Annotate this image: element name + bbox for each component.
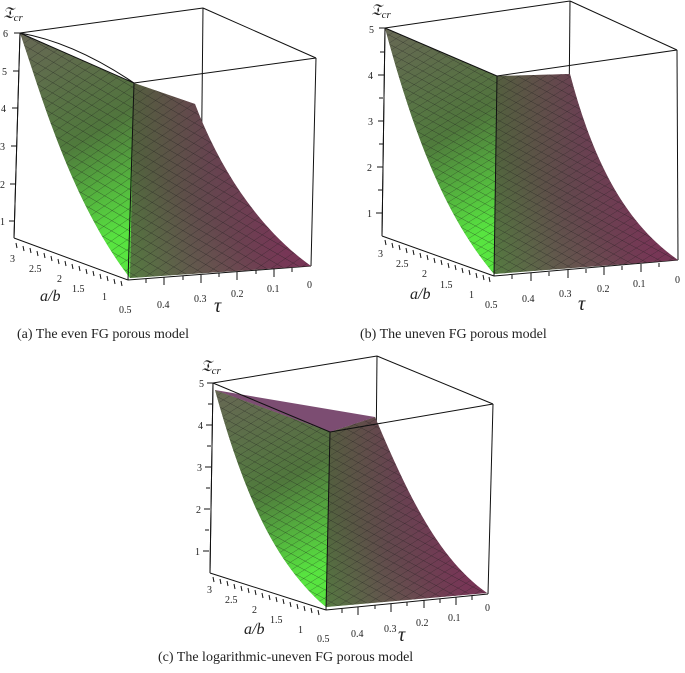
svg-text:3: 3 (0, 142, 5, 153)
svg-text:0.5: 0.5 (485, 300, 498, 311)
svg-text:0.5: 0.5 (317, 634, 330, 645)
panel-b-x-axis-ticks (384, 239, 491, 283)
svg-text:0.3: 0.3 (384, 624, 397, 635)
panel-b-box-front (384, 27, 678, 277)
panel-b-z-ticks: 5 4 3 2 1 (367, 25, 374, 220)
svg-text:0.4: 0.4 (157, 300, 170, 311)
svg-text:2: 2 (252, 605, 257, 616)
panel-a-x-ticks: 3 2.5 2 1.5 1 (10, 254, 107, 303)
panel-b-y-axis-ticks (511, 263, 660, 281)
svg-text:2: 2 (422, 269, 427, 280)
panel-b-y-label: τ (578, 293, 586, 315)
svg-text:1: 1 (0, 217, 5, 228)
panel-a-x-label: a/b (40, 288, 60, 305)
panel-b-x-label: a/b (410, 286, 430, 303)
svg-text:3: 3 (368, 117, 373, 128)
panel-a-y-label: τ (214, 295, 222, 317)
svg-text:1.5: 1.5 (270, 615, 283, 626)
svg-text:1: 1 (102, 292, 107, 303)
panel-a-y-axis-ticks (145, 268, 293, 285)
svg-text:0.1: 0.1 (448, 613, 461, 624)
panel-a-z-label: 𝔗cr (3, 5, 23, 24)
svg-text:3: 3 (10, 254, 15, 265)
panel-c-y-label: τ (398, 624, 406, 646)
svg-text:2: 2 (57, 274, 62, 285)
panel-b-x-ticks: 3 2.5 2 1.5 1 (378, 249, 474, 301)
svg-text:4: 4 (1, 104, 6, 115)
svg-text:1: 1 (469, 290, 474, 301)
svg-text:2.5: 2.5 (396, 259, 409, 270)
svg-text:3: 3 (197, 463, 202, 474)
svg-text:5: 5 (2, 67, 7, 78)
svg-text:1: 1 (298, 625, 303, 636)
svg-text:0.4: 0.4 (351, 629, 364, 640)
svg-text:0: 0 (675, 275, 680, 286)
svg-text:1.5: 1.5 (72, 284, 85, 295)
panel-c-x-axis-ticks (212, 576, 320, 616)
svg-text:0.2: 0.2 (416, 618, 429, 629)
panel-a-z-axis (9, 32, 21, 239)
svg-text:2: 2 (0, 180, 5, 191)
svg-text:0.1: 0.1 (633, 279, 646, 290)
svg-text:6: 6 (3, 29, 8, 40)
panel-c-box-front (212, 382, 494, 611)
svg-text:3: 3 (378, 249, 383, 260)
panel-b-z-label: 𝔗cr (371, 2, 391, 21)
svg-text:2.5: 2.5 (225, 595, 238, 606)
svg-text:0.3: 0.3 (194, 294, 207, 305)
caption-c: (c) The logarithmic-uneven FG porous mod… (158, 650, 414, 665)
panel-c-x-ticks: 3 2.5 2 1.5 1 (207, 585, 303, 636)
svg-text:0.5: 0.5 (119, 305, 132, 316)
panel-a-surface (19, 32, 311, 278)
caption-b: (b) The uneven FG porous model (360, 327, 547, 342)
panel-a-z-ticks: 6 5 4 3 2 1 (0, 29, 8, 228)
caption-a: (a) The even FG porous model (17, 327, 189, 342)
svg-text:4: 4 (198, 421, 203, 432)
panel-a-box-front (19, 32, 317, 281)
svg-text:0: 0 (485, 603, 490, 614)
svg-text:1.5: 1.5 (440, 280, 453, 291)
panel-c-z-ticks: 5 4 3 2 1 (195, 379, 204, 558)
svg-text:2.5: 2.5 (29, 264, 42, 275)
svg-text:0.4: 0.4 (522, 294, 535, 305)
panel-b-surface (385, 28, 678, 274)
svg-text:5: 5 (369, 25, 374, 36)
svg-text:0.2: 0.2 (231, 289, 244, 300)
svg-text:1: 1 (195, 547, 200, 558)
panel-c-y-ticks: 0.5 0.4 0.3 0.2 0.1 0 (317, 603, 490, 645)
panel-c-x-label: a/b (244, 621, 264, 638)
panel-c-logarithmic-uneven-model: 5 4 3 2 1 𝔗cr 3 2.5 2 1.5 1 a/b 0.5 0.4 0.3 (195, 355, 494, 646)
panel-c-z-axis (203, 382, 214, 574)
panel-c-z-label: 𝔗cr (201, 358, 221, 377)
svg-text:2: 2 (196, 505, 201, 516)
svg-text:3: 3 (207, 585, 212, 596)
svg-text:0: 0 (307, 280, 312, 291)
svg-text:0.2: 0.2 (597, 284, 610, 295)
panel-a-y-ticks: 0.5 0.4 0.3 0.2 0.1 0 (119, 280, 312, 316)
svg-text:0.1: 0.1 (267, 284, 280, 295)
svg-text:0.3: 0.3 (559, 289, 572, 300)
panel-b-y-ticks: 0.5 0.4 0.3 0.2 0.1 0 (485, 275, 680, 311)
panel-b-z-axis (376, 27, 386, 237)
svg-text:4: 4 (368, 71, 373, 82)
panel-c-surface (215, 390, 487, 607)
panel-b-uneven-model: 5 4 3 2 1 𝔗cr 3 2.5 2 1.5 1 a/b 0.5 0.4 0.3 (367, 0, 680, 315)
panel-a-x-axis-ticks (15, 242, 123, 287)
panel-a-even-model: 6 5 4 3 2 1 𝔗cr 3 2.5 2 1.5 1 a/b (0, 5, 317, 317)
svg-text:5: 5 (199, 379, 204, 390)
svg-text:1: 1 (367, 209, 372, 220)
panel-c-y-axis-ticks (341, 596, 473, 615)
svg-text:2: 2 (367, 163, 372, 174)
